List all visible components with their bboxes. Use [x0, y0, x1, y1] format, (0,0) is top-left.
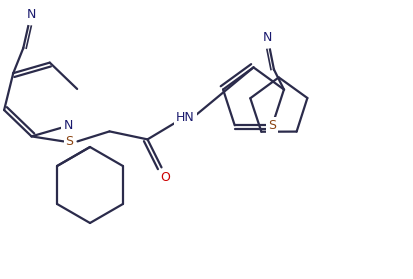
Text: HN: HN: [176, 111, 195, 124]
Text: S: S: [66, 135, 74, 148]
Text: N: N: [63, 119, 73, 132]
Text: O: O: [161, 171, 171, 184]
Text: S: S: [268, 119, 276, 132]
Text: N: N: [26, 8, 36, 21]
Text: N: N: [262, 31, 272, 44]
